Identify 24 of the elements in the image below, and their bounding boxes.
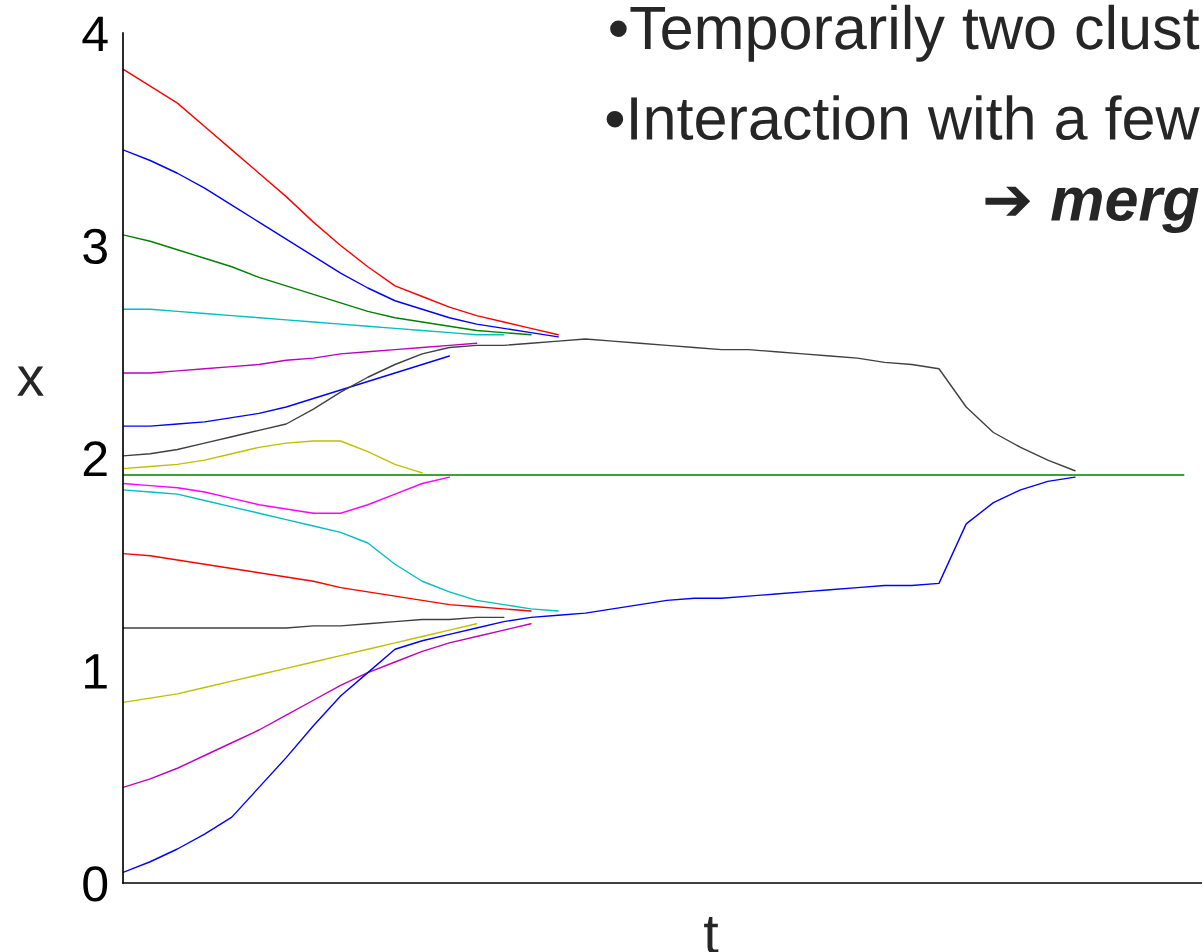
line-series <box>123 476 1076 874</box>
line-series <box>123 355 451 427</box>
annotation: ➔ merg <box>985 186 1199 234</box>
line-series <box>123 342 478 374</box>
line-series <box>123 338 1076 472</box>
line-series <box>123 489 559 612</box>
line-series <box>123 623 478 704</box>
y-tick-label: 0 <box>83 866 108 902</box>
line-series <box>123 68 559 336</box>
y-tick-label: 4 <box>82 16 108 52</box>
line-series <box>123 476 451 514</box>
line-series <box>123 308 505 336</box>
y-tick-label: 2 <box>83 441 107 477</box>
y-tick-label: 3 <box>83 228 107 265</box>
y-axis-title: x <box>17 366 44 396</box>
line-series <box>123 440 423 474</box>
line-series <box>123 149 559 338</box>
line-series <box>123 552 532 612</box>
annotation: •Interaction with a few <box>606 95 1200 141</box>
annotation: •Temporarily two clust <box>610 4 1200 62</box>
y-tick-label: 1 <box>85 654 107 689</box>
line-series <box>123 234 532 336</box>
line-series <box>123 623 532 789</box>
line-series <box>123 616 505 629</box>
